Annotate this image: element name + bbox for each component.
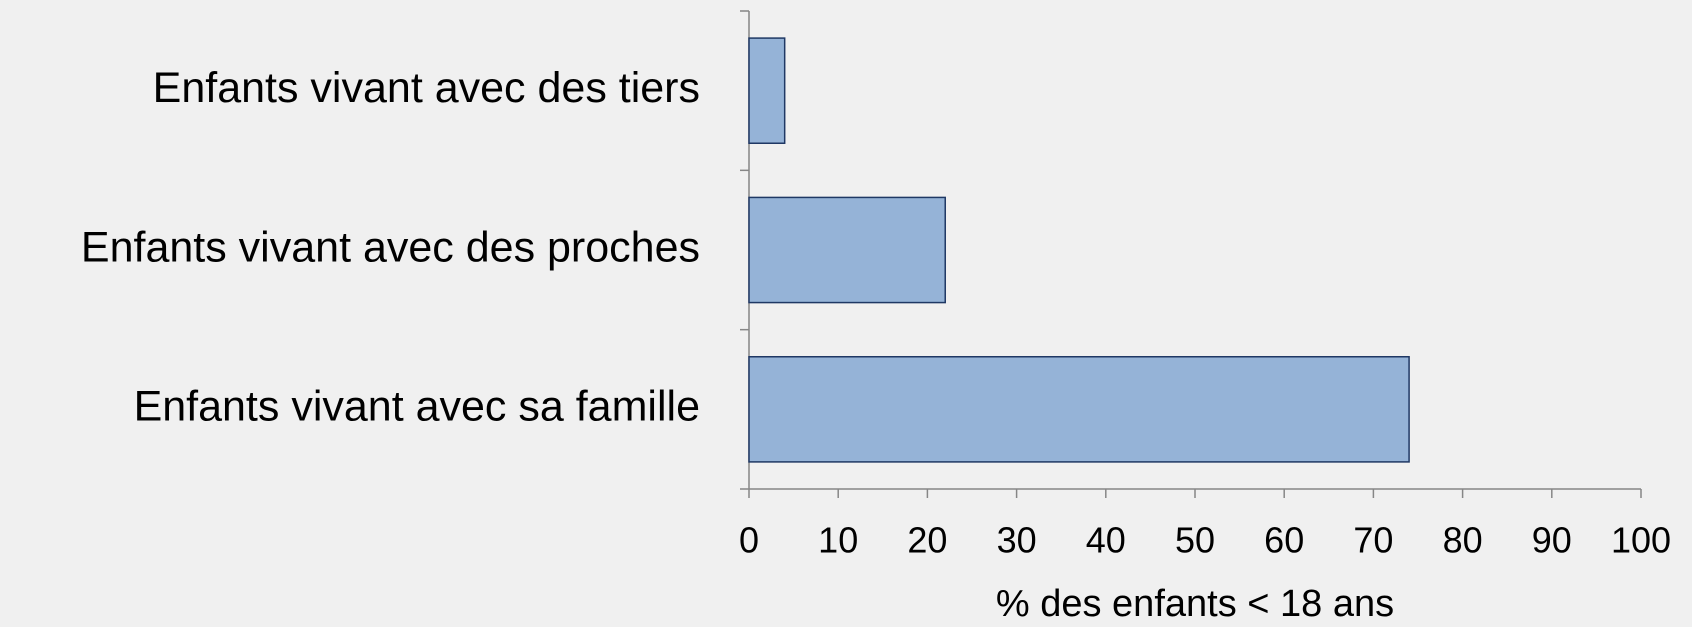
x-axis-label: % des enfants < 18 ans [996,583,1394,625]
bar [748,356,1410,463]
x-tick-label: 60 [1264,520,1304,561]
bar [748,196,946,304]
x-tick-label: 100 [1611,520,1671,561]
y-tick-label: Enfants vivant avec des tiers [153,64,700,112]
x-tick-label: 90 [1532,520,1572,561]
x-tick-label: 40 [1086,520,1126,561]
x-tick-label: 80 [1443,520,1483,561]
x-tick-label: 0 [739,520,759,561]
x-tick-label: 10 [818,520,858,561]
x-tick-label: 70 [1353,520,1393,561]
y-tick-label: Enfants vivant avec sa famille [134,383,700,431]
bar [748,37,786,144]
x-tick-label: 30 [997,520,1037,561]
y-tick-label: Enfants vivant avec des proches [81,223,700,271]
x-tick-label: 50 [1175,520,1215,561]
x-tick-label: 20 [907,520,947,561]
